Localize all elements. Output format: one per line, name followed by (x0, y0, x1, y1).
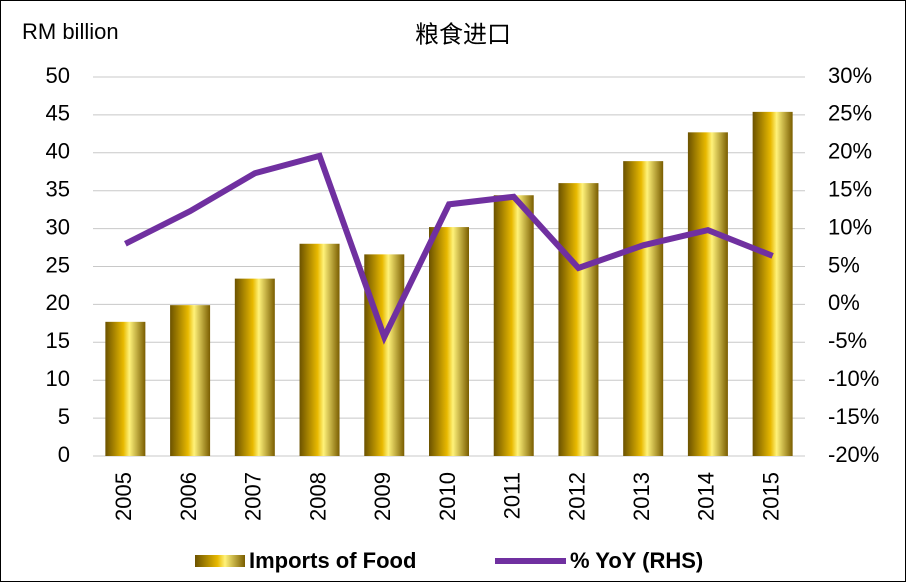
y2-tick-label: 25% (828, 101, 872, 126)
y-tick-label: 10 (46, 366, 70, 391)
y-tick-label: 20 (46, 290, 70, 315)
y-tick-label: 0 (58, 442, 70, 467)
bar (558, 183, 599, 456)
y2-tick-label: 20% (828, 139, 872, 164)
x-tick-label: 2006 (176, 472, 201, 521)
x-tick-label: 2013 (629, 472, 654, 521)
bar (429, 227, 469, 456)
x-tick-label: 2015 (758, 472, 783, 521)
x-tick-label: 2009 (370, 472, 395, 521)
legend-swatch (195, 555, 245, 567)
y-tick-label: 50 (46, 63, 70, 88)
x-tick-label: 2011 (500, 472, 525, 519)
y2-tick-label: 0% (828, 290, 860, 315)
x-tick-label: 2005 (111, 472, 136, 521)
y2-tick-label: 5% (828, 252, 860, 277)
chart-title: 粮食进口 (415, 21, 511, 48)
y2-tick-label: -20% (828, 442, 879, 467)
y-axis-label: RM billion (22, 19, 119, 44)
bar (623, 161, 664, 456)
y2-tick-label: 30% (828, 63, 872, 88)
y-tick-label: 45 (46, 101, 70, 126)
bar (493, 195, 534, 457)
bar (234, 278, 275, 456)
legend-label: Imports of Food (249, 548, 416, 573)
x-tick-label: 2008 (305, 472, 330, 521)
x-tick-label: 2012 (564, 472, 589, 521)
y2-tick-label: -10% (828, 366, 879, 391)
legend-label: % YoY (RHS) (570, 548, 703, 573)
y-tick-label: 30 (46, 214, 70, 239)
y2-tick-label: -5% (828, 328, 867, 353)
bar (364, 254, 405, 456)
y2-tick-label: 10% (828, 214, 872, 239)
bar (105, 321, 146, 456)
bar (687, 132, 728, 457)
bar (299, 243, 340, 456)
x-tick-label: 2014 (694, 472, 719, 521)
y-tick-label: 5 (58, 404, 70, 429)
y-tick-label: 35 (46, 177, 70, 202)
y2-tick-label: 15% (828, 177, 872, 202)
x-tick-label: 2007 (241, 472, 266, 521)
x-tick-label: 2010 (435, 472, 460, 521)
bar (752, 111, 793, 457)
y2-tick-label: -15% (828, 404, 879, 429)
y-tick-label: 15 (46, 328, 70, 353)
bar (170, 305, 211, 456)
line (124, 152, 774, 345)
y-tick-label: 40 (46, 139, 70, 164)
y-tick-label: 25 (46, 252, 70, 277)
